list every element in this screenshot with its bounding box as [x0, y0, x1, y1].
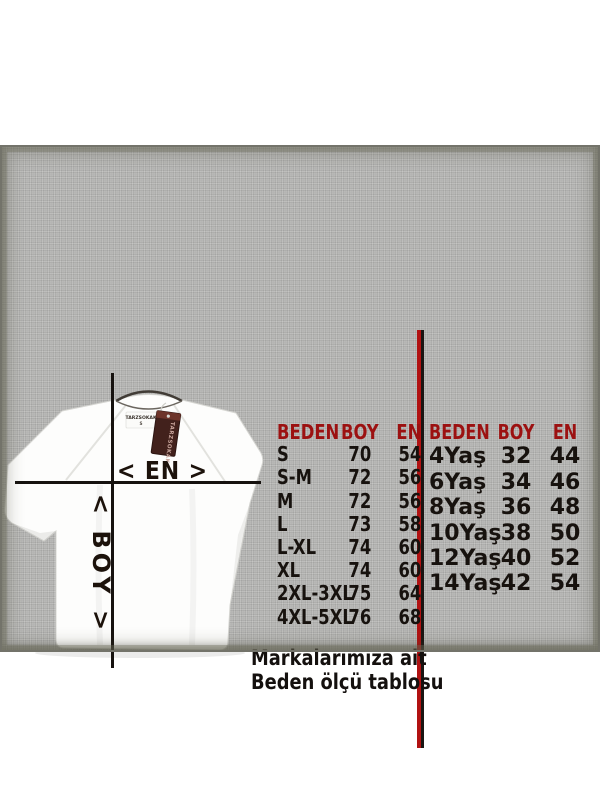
boy-cell: 73 [348, 511, 372, 536]
size-cell: 4Yaş [429, 444, 487, 470]
en-cell: 54 [549, 571, 581, 597]
hang-tag: TARZSOKAK [150, 410, 182, 464]
size-cell: 6Yaş [429, 469, 487, 495]
size-cell: 14Yaş [429, 571, 502, 597]
size-chart-panel: TARZSOKAK S TARZSOKAK < EN > < BOY > BED… [0, 145, 600, 748]
en-cell: 54 [398, 442, 422, 467]
en-cell: 64 [398, 581, 422, 606]
boy-height-label-box: < BOY > [84, 493, 118, 635]
fabric-fold [189, 488, 197, 646]
neck-label-size: S [139, 421, 142, 426]
kids-header-boy: BOY [497, 420, 535, 444]
en-cell: 68 [398, 604, 422, 629]
en-cell: 56 [398, 488, 422, 513]
size-cell: L [277, 511, 288, 536]
en-cell: 60 [398, 558, 422, 583]
size-cell: L-XL [277, 534, 317, 559]
boy-measure-line [111, 373, 114, 668]
en-cell: 60 [398, 534, 422, 559]
en-cell: 48 [549, 495, 581, 521]
caption-line-1: Markalarımıza ait [251, 646, 427, 670]
size-cell: 12Yaş [429, 545, 502, 571]
tshirt-shadow [35, 648, 245, 658]
size-cell: S [277, 442, 289, 467]
size-cell: 4XL-5XL [277, 604, 353, 629]
raglan-seam-right [173, 404, 227, 484]
boy-cell: 40 [500, 545, 532, 571]
boy-height-label: < BOY > [87, 493, 115, 635]
adult-header-en: EN [396, 420, 422, 444]
boy-cell: 74 [348, 534, 372, 559]
boy-cell: 70 [348, 442, 372, 467]
table-caption: Markalarımıza ait Beden ölçü tablosu [251, 646, 443, 694]
size-cell: 10Yaş [429, 520, 502, 546]
sleeve-shade-right [230, 503, 250, 605]
caption-line-2: Beden ölçü tablosu [251, 670, 444, 694]
adult-header-beden: BEDEN [277, 420, 340, 444]
boy-cell: 34 [500, 469, 532, 495]
boy-cell: 42 [500, 571, 532, 597]
boy-cell: 32 [500, 444, 532, 470]
raglan-seam-left [65, 404, 127, 481]
kids-header-en: EN [552, 420, 578, 444]
hang-tag-brand: TARZSOKAK [163, 421, 175, 463]
en-measure-line [15, 481, 261, 484]
en-width-label: < EN > [117, 456, 208, 485]
size-cell: 2XL-3XL [277, 581, 353, 606]
adult-size-table: BEDEN BOY EN S 70 54 S-M 72 56 M 72 56 L… [277, 419, 422, 629]
adult-header-boy: BOY [340, 420, 379, 444]
collar-outline [115, 390, 183, 403]
en-cell: 44 [549, 444, 581, 470]
size-cell: 8Yaş [429, 495, 487, 521]
boy-cell: 38 [500, 520, 532, 546]
tshirt-illustration: TARZSOKAK S TARZSOKAK [4, 390, 264, 658]
en-cell: 52 [549, 545, 581, 571]
en-cell: 56 [398, 465, 422, 490]
boy-cell: 72 [348, 465, 372, 490]
size-cell: S-M [277, 465, 312, 490]
sleeve-shade-left [12, 523, 56, 541]
table-divider-line [417, 330, 424, 748]
boy-cell: 74 [348, 558, 372, 583]
neck-label-brand: TARZSOKAK [125, 415, 157, 421]
size-cell: XL [277, 558, 301, 583]
fabric-fold [95, 484, 103, 646]
collar-inner [115, 400, 183, 410]
kids-size-table: BEDEN BOY EN 4Yaş 32 44 6Yaş 34 46 8Yaş … [429, 419, 589, 597]
boy-cell: 76 [348, 604, 372, 629]
boy-cell: 75 [348, 581, 372, 606]
en-cell: 46 [549, 469, 581, 495]
boy-cell: 36 [500, 495, 532, 521]
tshirt-body [4, 394, 264, 651]
boy-cell: 72 [348, 488, 372, 513]
size-cell: M [277, 488, 294, 513]
kids-header-beden: BEDEN [429, 420, 490, 444]
en-cell: 50 [549, 520, 581, 546]
en-cell: 58 [398, 511, 422, 536]
